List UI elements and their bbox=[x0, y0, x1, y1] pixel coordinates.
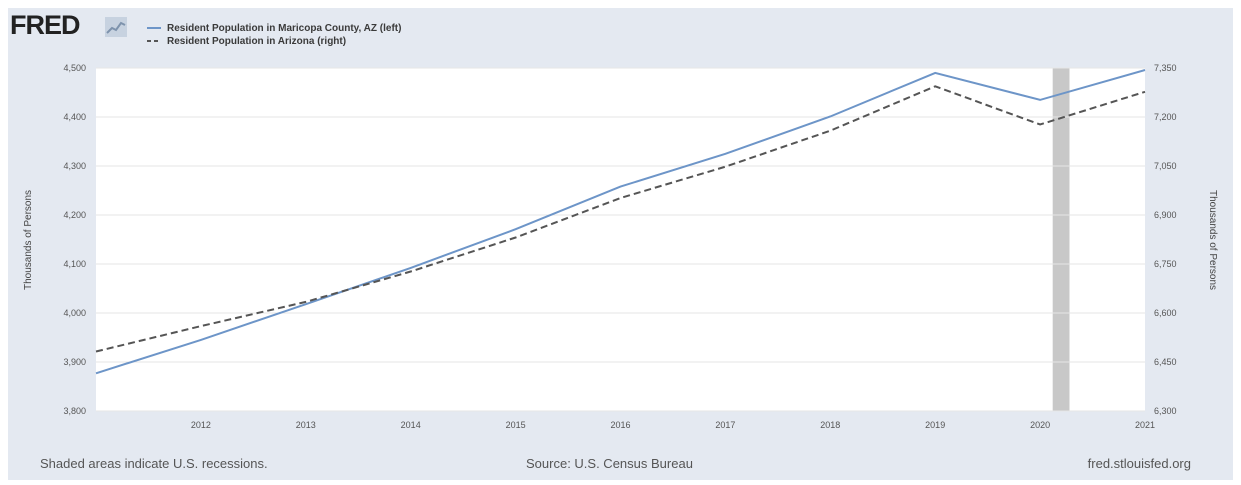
x-tick-label: 2012 bbox=[191, 420, 211, 430]
footer-recession-note: Shaded areas indicate U.S. recessions. bbox=[40, 456, 268, 471]
x-tick-label: 2015 bbox=[506, 420, 526, 430]
right-tick-label: 6,600 bbox=[1154, 308, 1177, 318]
left-axis-title: Thousands of Persons bbox=[23, 190, 34, 290]
graph-icon bbox=[105, 17, 127, 37]
right-tick-label: 7,200 bbox=[1154, 112, 1177, 122]
right-tick-label: 6,450 bbox=[1154, 357, 1177, 367]
left-axis-ticks: 3,800 3,900 4,000 4,100 4,200 4,300 4,400 4,500 bbox=[63, 63, 86, 416]
x-tick-label: 2020 bbox=[1030, 420, 1050, 430]
x-axis-ticks: 2012 2013 2014 2015 2016 2017 2018 2019 2020 2021 bbox=[191, 420, 1155, 430]
series-line-arizona bbox=[95, 85, 1146, 353]
series-lines bbox=[95, 69, 1146, 375]
left-tick-label: 3,900 bbox=[63, 357, 86, 367]
x-tick-label: 2014 bbox=[401, 420, 421, 430]
right-tick-label: 6,900 bbox=[1154, 210, 1177, 220]
series-line-maricopa bbox=[95, 69, 1146, 375]
recession-band bbox=[1052, 68, 1070, 411]
right-tick-label: 6,300 bbox=[1154, 406, 1177, 416]
legend-label: Resident Population in Maricopa County, … bbox=[167, 23, 402, 34]
right-axis-title: Thousands of Persons bbox=[1207, 190, 1218, 290]
legend-swatch-dashed bbox=[147, 40, 161, 43]
x-tick-label: 2018 bbox=[820, 420, 840, 430]
right-tick-label: 7,050 bbox=[1154, 161, 1177, 171]
legend-swatch-solid bbox=[147, 27, 161, 30]
left-tick-label: 4,000 bbox=[63, 308, 86, 318]
left-tick-label: 4,300 bbox=[63, 161, 86, 171]
left-tick-label: 4,200 bbox=[63, 210, 86, 220]
x-tick-label: 2019 bbox=[925, 420, 945, 430]
x-tick-label: 2013 bbox=[296, 420, 316, 430]
right-tick-label: 6,750 bbox=[1154, 259, 1177, 269]
right-axis-ticks: 6,300 6,450 6,600 6,750 6,900 7,050 7,200 7,350 bbox=[1154, 63, 1177, 416]
left-tick-label: 4,100 bbox=[63, 259, 86, 269]
x-tick-label: 2017 bbox=[715, 420, 735, 430]
footer-site-link[interactable]: fred.stlouisfed.org bbox=[1087, 456, 1191, 471]
left-tick-label: 4,400 bbox=[63, 112, 86, 122]
footer-source: Source: U.S. Census Bureau bbox=[526, 456, 693, 471]
right-tick-label: 7,350 bbox=[1154, 63, 1177, 73]
gridlines bbox=[96, 67, 1145, 412]
legend-label: Resident Population in Arizona (right) bbox=[167, 36, 347, 47]
legend-item-maricopa[interactable]: Resident Population in Maricopa County, … bbox=[147, 23, 401, 35]
fred-logo[interactable]: FRED bbox=[10, 10, 80, 40]
plot-area bbox=[96, 68, 1145, 411]
left-tick-label: 4,500 bbox=[63, 63, 86, 73]
left-tick-label: 3,800 bbox=[63, 406, 86, 416]
legend-item-arizona[interactable]: Resident Population in Arizona (right) bbox=[147, 36, 346, 48]
x-tick-label: 2016 bbox=[610, 420, 630, 430]
x-tick-label: 2021 bbox=[1135, 420, 1155, 430]
recession-bands bbox=[1052, 68, 1070, 411]
